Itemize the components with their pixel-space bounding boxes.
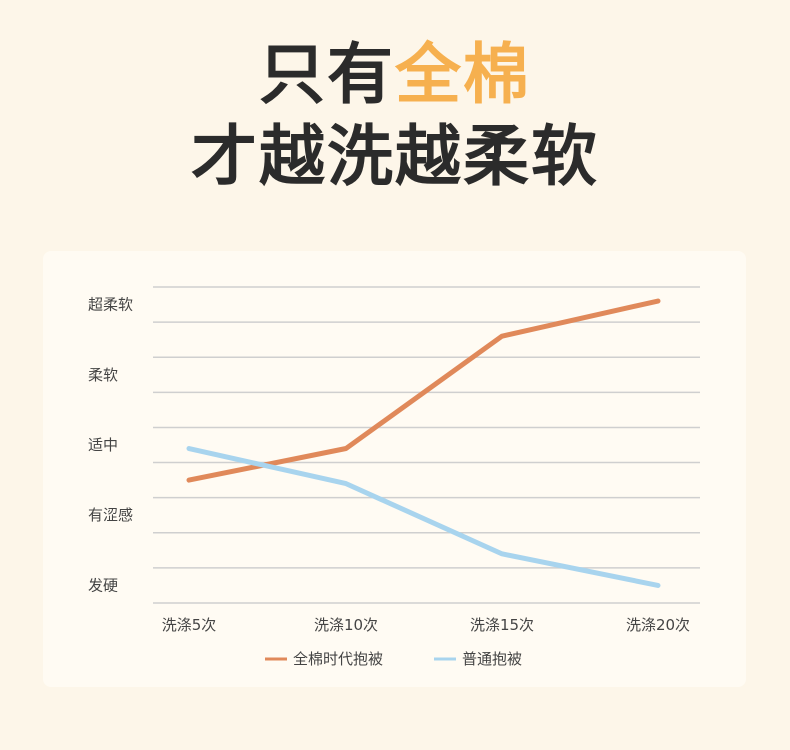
headline-text: 只有: [259, 36, 395, 113]
headline-line-2: 才越洗越柔软: [191, 118, 599, 195]
legend-label: 全棉时代抱被: [293, 650, 383, 668]
x-tick-label: 洗涤15次: [470, 616, 534, 634]
y-tick-label: 发硬: [88, 576, 118, 594]
series-line-2: [186, 446, 661, 588]
headline-accent-text: 全棉: [395, 36, 531, 113]
x-tick-label: 洗涤10次: [314, 616, 378, 634]
y-tick-label: 柔软: [88, 366, 118, 384]
legend-label: 普通抱被: [462, 650, 522, 668]
chart-card: [43, 251, 746, 687]
headline-line-1: 只有全棉: [0, 42, 790, 108]
x-tick-label: 洗涤5次: [162, 616, 217, 634]
y-tick-label: 适中: [88, 436, 118, 454]
y-tick-label: 超柔软: [88, 296, 133, 314]
y-tick-label: 有涩感: [88, 506, 133, 524]
series-line-1: [186, 298, 661, 483]
x-tick-label: 洗涤20次: [626, 616, 690, 634]
